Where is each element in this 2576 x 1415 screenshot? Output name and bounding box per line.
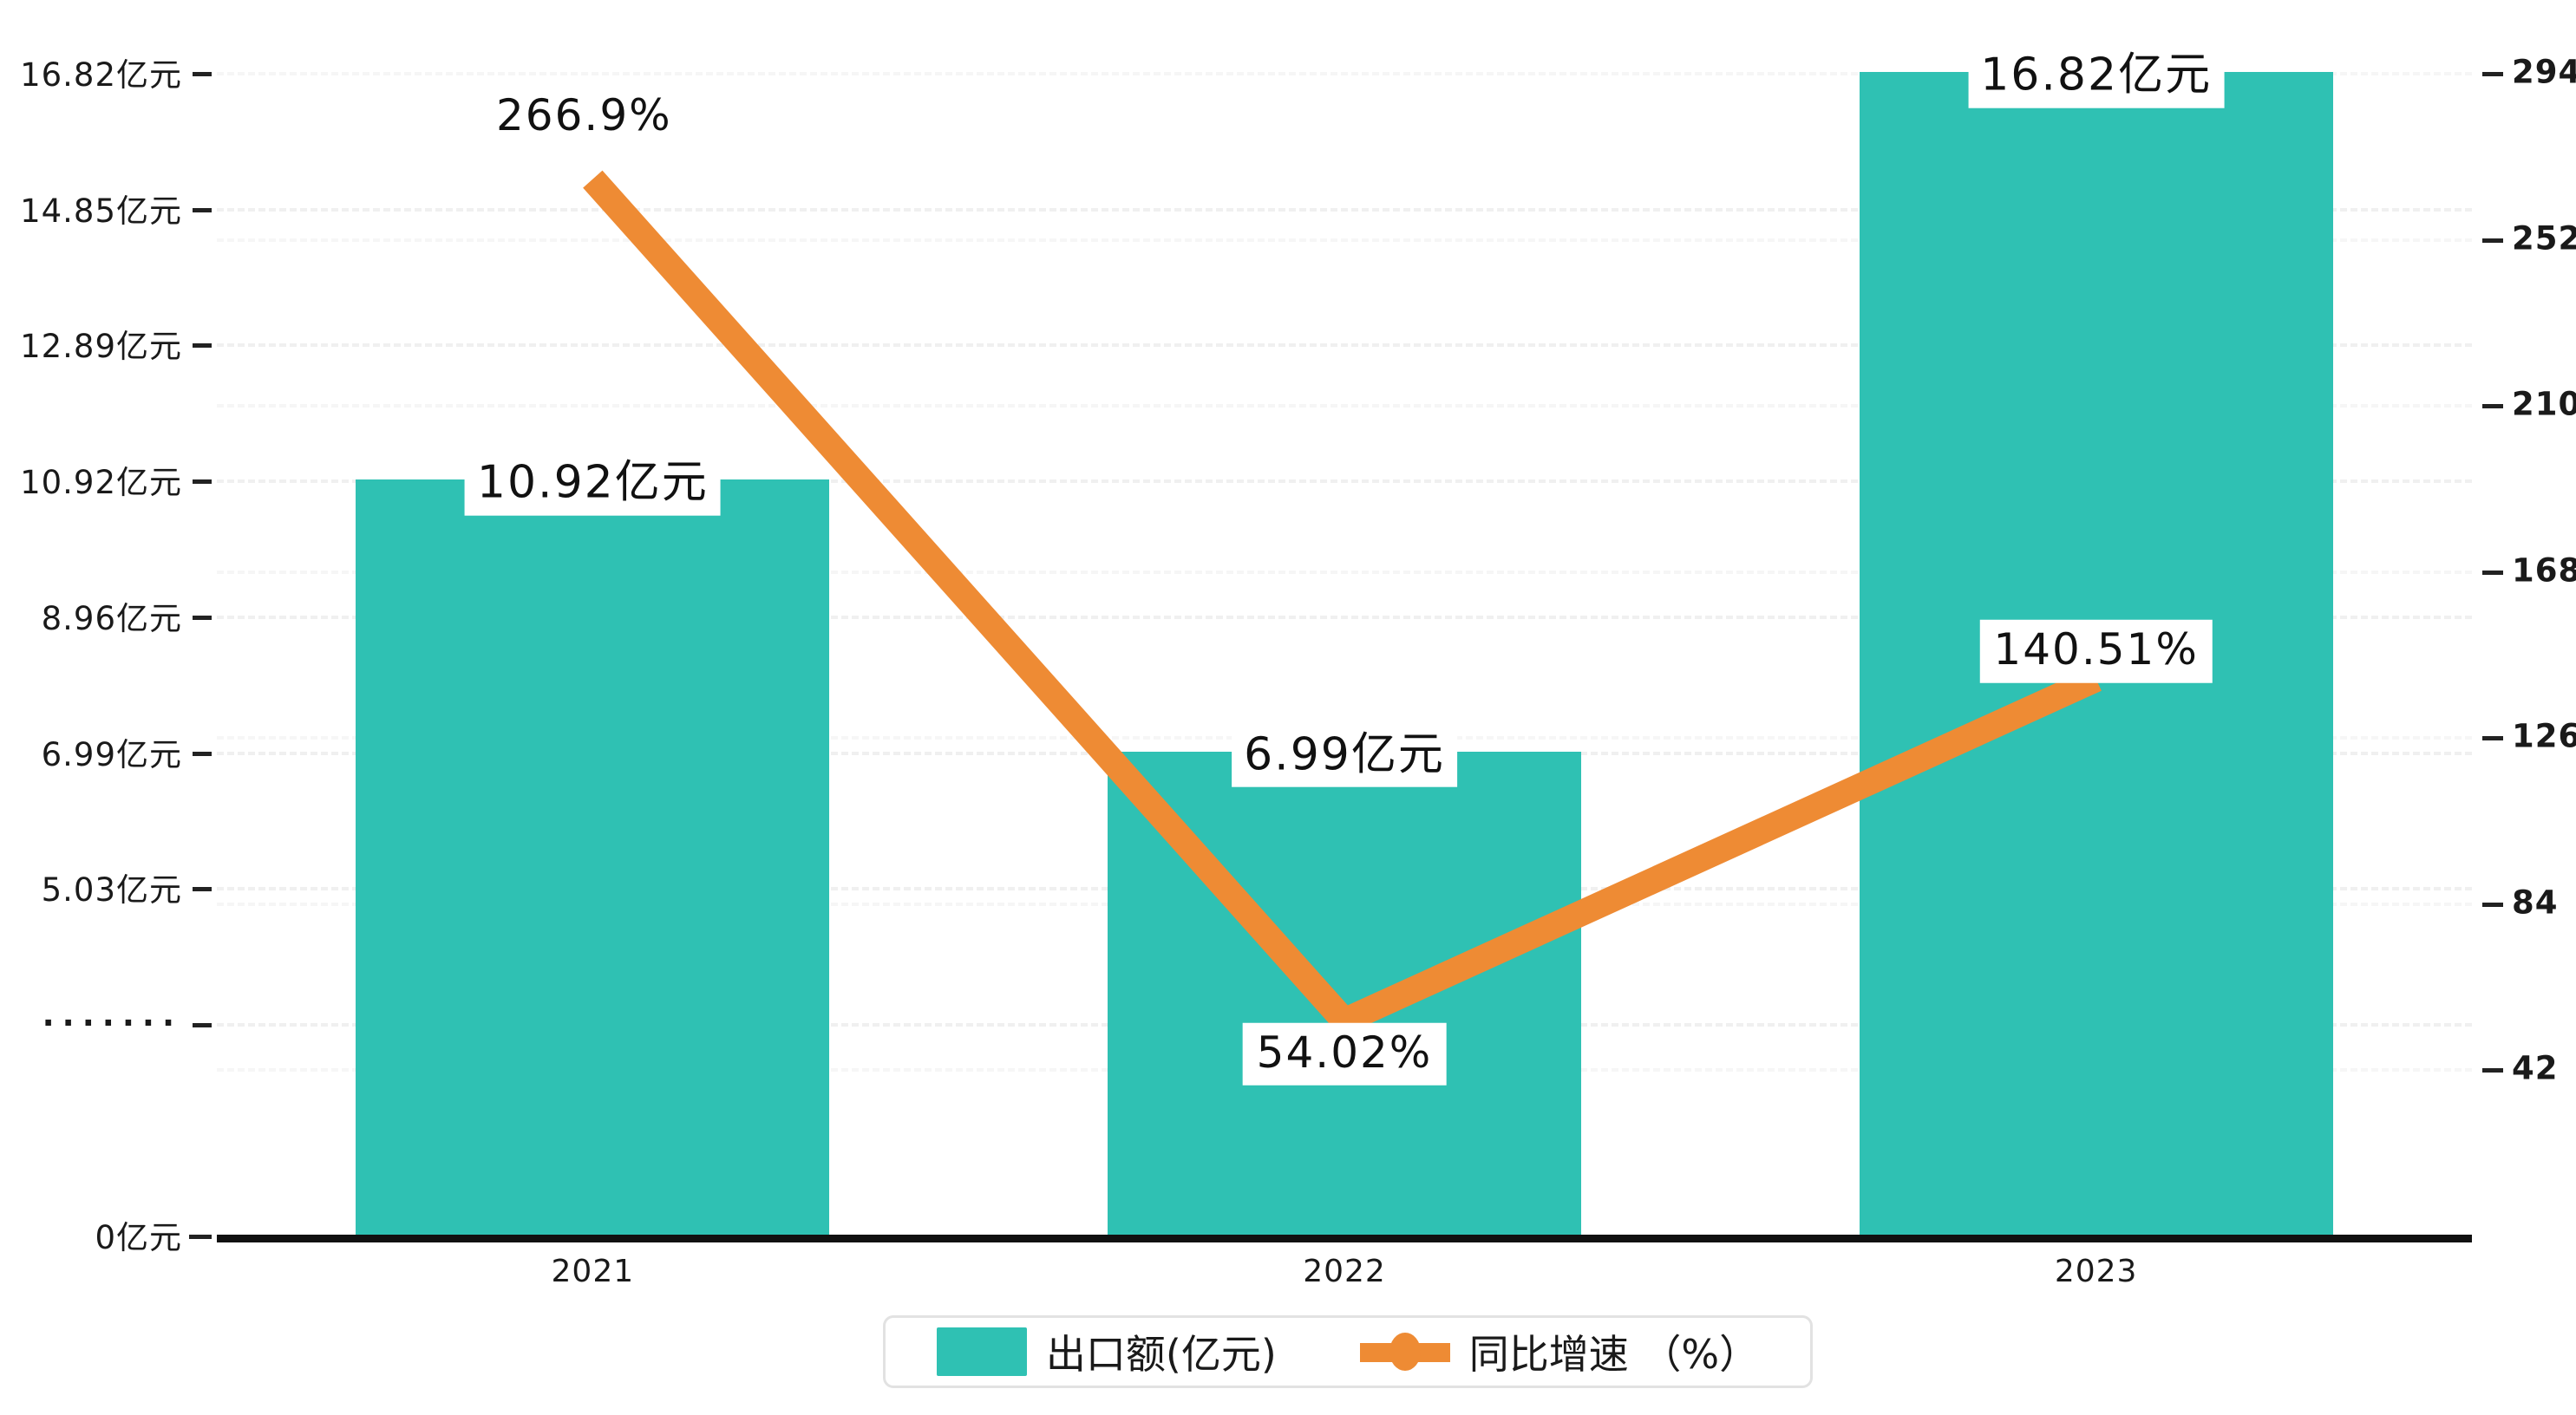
line-value-label-2023: 140.51% [1979, 619, 2213, 683]
right-axis-tick-label-0: 294 [2512, 53, 2576, 91]
bar-value-label-2023: 16.82亿元 [1968, 46, 2225, 108]
x-axis-label-2021: 2021 [551, 1254, 635, 1289]
left-tick-mark-2 [193, 343, 212, 349]
right-tick-mark-2 [2482, 404, 2503, 409]
left-tick-mark-6 [193, 886, 212, 891]
left-axis-tick-label-4: 8.96亿元 [41, 599, 182, 637]
legend-label-export-value: 出口额(亿元) [1045, 1331, 1277, 1378]
legend-label-growth-rate: 同比增速 （%） [1468, 1331, 1760, 1378]
x-axis-line [217, 1235, 2472, 1242]
gridline-right-2 [217, 404, 2472, 408]
chart-legend[interactable]: 出口额(亿元) 同比增速 （%） [883, 1315, 1813, 1388]
left-tick-mark-4 [193, 615, 212, 620]
right-tick-mark-4 [2482, 736, 2503, 741]
legend-item-growth-rate[interactable]: 同比增速 （%） [1359, 1323, 1760, 1380]
left-tick-mark-3 [193, 479, 212, 485]
right-tick-mark-3 [2482, 570, 2503, 575]
left-tick-mark-0 [193, 72, 212, 76]
x-axis-label-2023: 2023 [2054, 1254, 2138, 1289]
left-axis-tick-label-1: 14.85亿元 [20, 192, 182, 231]
gridline-left-3 [217, 479, 2472, 484]
gridline-right-0 [217, 72, 2472, 75]
right-axis-tick-label-1: 252 [2512, 219, 2576, 258]
left-tick-mark-7 [193, 1023, 212, 1028]
x-axis-label-2022: 2022 [1303, 1254, 1386, 1289]
right-tick-mark-0 [2482, 72, 2503, 76]
line-value-label-2021: 266.9% [496, 89, 672, 140]
left-axis-tick-label-8: 0亿元 [95, 1219, 182, 1256]
gridline-right-3 [217, 570, 2472, 574]
legend-item-export-value[interactable]: 出口额(亿元) [936, 1323, 1277, 1380]
right-tick-mark-1 [2482, 238, 2503, 243]
gridline-left-1 [217, 208, 2472, 212]
line-value-label-2022: 54.02% [1242, 1022, 1447, 1086]
right-tick-mark-6 [2482, 1068, 2503, 1073]
right-tick-mark-5 [2482, 902, 2503, 907]
left-axis-tick-label-6: 5.03亿元 [41, 871, 182, 909]
right-axis-tick-label-5: 84 [2512, 884, 2559, 922]
right-axis-tick-label-2: 210 [2512, 385, 2576, 423]
left-axis-tick-label-5: 6.99亿元 [41, 735, 182, 773]
bar-2021[interactable] [356, 479, 830, 1235]
gridline-left-4 [217, 615, 2472, 619]
growth-rate-polyline [583, 170, 2102, 1037]
right-axis-tick-label-4: 126 [2512, 717, 2576, 755]
left-tick-mark-8 [189, 1235, 212, 1239]
left-tick-mark-1 [193, 208, 212, 213]
gridline-left-2 [217, 343, 2472, 348]
left-axis-tick-label-7: ······· [42, 1004, 182, 1042]
right-axis-tick-label-6: 42 [2512, 1049, 2559, 1087]
right-axis-tick-label-3: 168 [2512, 551, 2576, 590]
bar-value-label-2022: 6.99亿元 [1232, 726, 1457, 787]
line-dot-swatch-icon [1359, 1327, 1450, 1376]
left-axis-tick-label-3: 10.92亿元 [20, 464, 182, 502]
bar-value-label-2021: 10.92亿元 [464, 454, 721, 516]
bar-swatch-icon [936, 1327, 1027, 1376]
left-tick-mark-5 [193, 751, 212, 756]
left-axis-tick-label-0: 16.82亿元 [20, 56, 182, 94]
gridline-right-1 [217, 238, 2472, 242]
left-axis-tick-label-2: 12.89亿元 [20, 328, 182, 366]
